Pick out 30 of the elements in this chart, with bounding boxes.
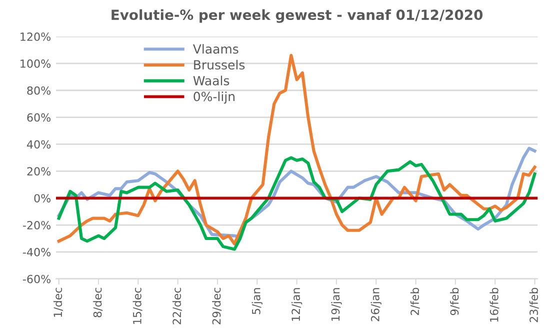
x-tick-label: 19/jan — [331, 288, 342, 321]
x-tick-label: 5/jan — [252, 288, 263, 314]
y-tick-label: 20% — [27, 167, 51, 176]
y-tick-label: -20% — [22, 220, 51, 230]
x-tick-label: 1/dec — [53, 288, 63, 317]
legend-label: 0%-lijn — [194, 92, 234, 104]
x-tick-label: 26/jan — [370, 288, 382, 322]
y-tick-label: 120% — [20, 32, 51, 41]
legend-label: Brussels — [194, 60, 245, 70]
y-tick-label: 80% — [27, 86, 51, 95]
x-tick-label: 16/feb — [490, 288, 500, 322]
y-tick-label: -40% — [22, 248, 51, 256]
x-tick-label: 12/jan — [291, 288, 302, 321]
line-series — [57, 156, 536, 251]
y-tick-label: 100% — [20, 59, 51, 68]
chart-title: Evolutie-% per week gewest - vanaf 01/12/2020 — [112, 9, 483, 23]
x-tick-label: 22/dec — [172, 288, 182, 324]
y-tick-label: 40% — [26, 140, 51, 149]
x-tick-label: 9/feb — [450, 288, 460, 316]
legend-label: Waals — [193, 76, 230, 86]
y-tick-label: 60% — [27, 113, 51, 122]
x-tick-label: 23/feb — [529, 288, 539, 322]
x-tick-label: 15/dec — [132, 288, 142, 324]
y-tick-label: -60% — [22, 274, 51, 284]
line-series — [57, 54, 536, 246]
y-tick-label: 0% — [34, 194, 51, 202]
x-tick-label: 8/dec — [93, 288, 103, 318]
x-tick-label: 29/dec — [212, 288, 222, 324]
x-tick-label: 2/feb — [410, 288, 420, 316]
legend-label: Vlaams — [192, 44, 238, 54]
